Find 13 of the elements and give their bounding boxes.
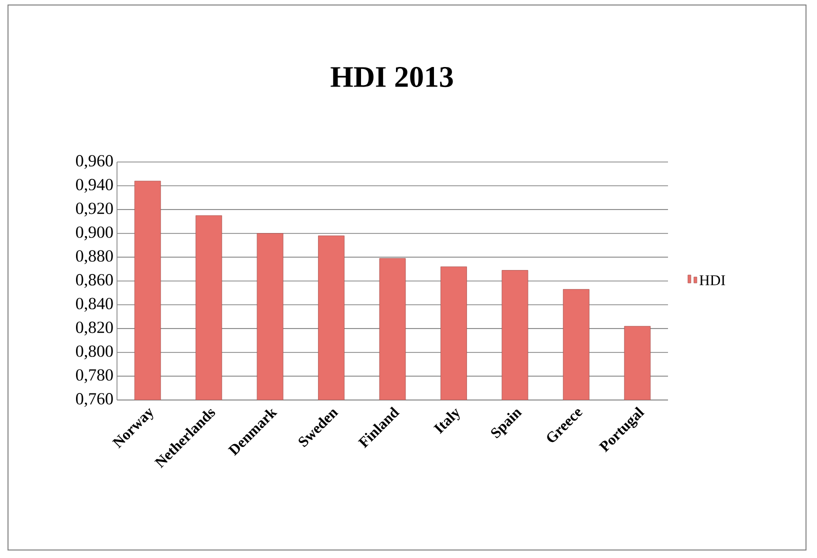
y-tick-label: 0,900 xyxy=(76,226,113,240)
y-tick-label: 0,840 xyxy=(76,298,113,312)
y-tick-label: 0,820 xyxy=(76,322,113,336)
y-tick-label: 0,860 xyxy=(76,274,113,288)
legend-label: HDI xyxy=(700,275,726,286)
y-tick-label: 0,960 xyxy=(76,155,113,169)
y-tick-label: 0,760 xyxy=(76,393,113,407)
y-tick-label: 0,920 xyxy=(76,202,113,217)
y-tick-label: 0,880 xyxy=(76,250,113,264)
y-tick-label: 0,780 xyxy=(76,369,113,384)
y-tick-label: 0,940 xyxy=(76,178,113,193)
y-tick-label: 0,800 xyxy=(76,345,113,360)
chart-title: HDI 2013 xyxy=(330,66,453,88)
